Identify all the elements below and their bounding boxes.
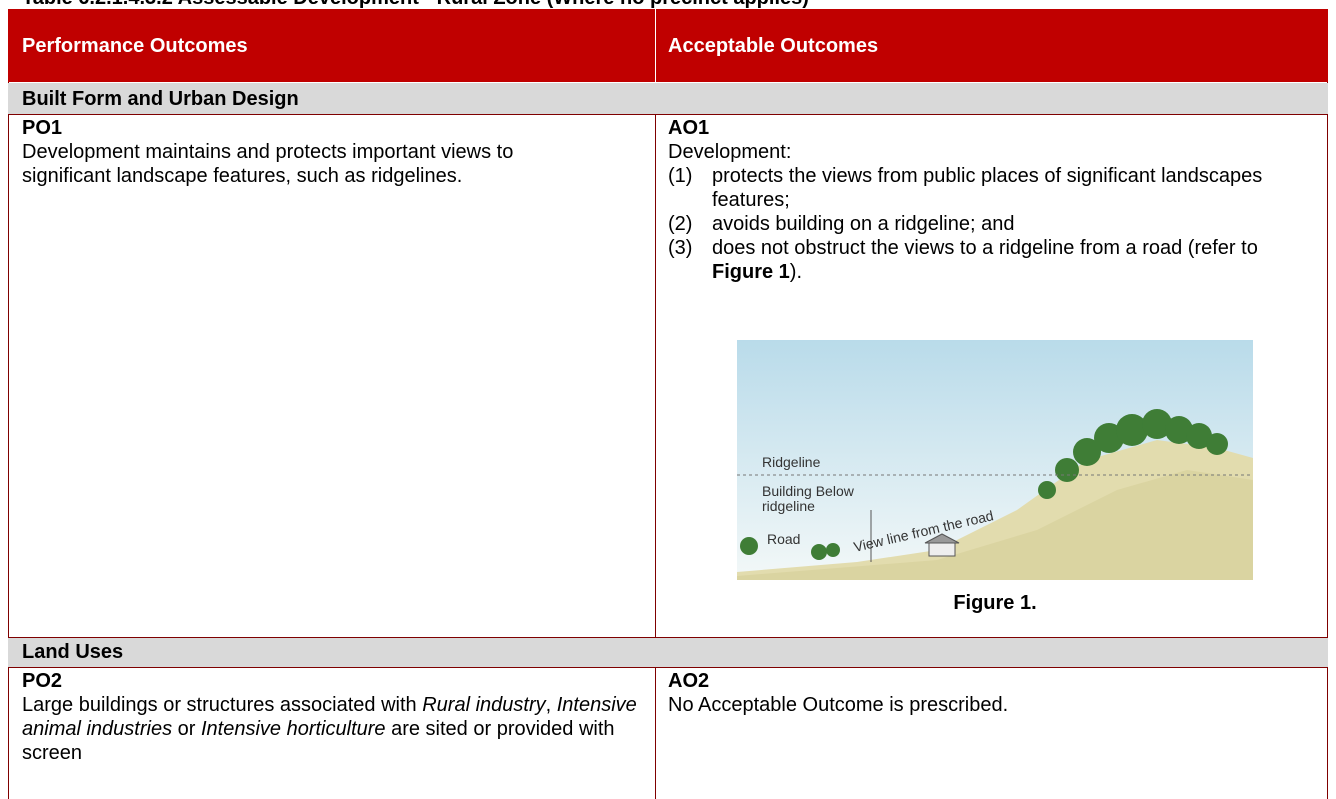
po-cell: PO1 Development maintains and protects i… [22,116,582,188]
text: does not obstruct the views to a ridgeli… [712,237,1258,259]
list-item: (3) does not obstruct the views to a ridg… [668,236,1308,284]
figure-caption: Figure 1. [953,592,1037,614]
border [8,637,1328,638]
ao-cell: AO2 No Acceptable Outcome is prescribed. [668,669,1308,717]
figure-label: Ridgeline [762,454,821,470]
section-row: Built Form and Urban Design [8,83,1328,115]
figure-ref: Figure 1 [712,261,790,283]
item-number: (3) [668,237,693,259]
term: Intensive animal industries [22,694,637,740]
item-text: protects the views from public places of… [712,165,1263,211]
border [1327,82,1328,799]
ao-intro: No Acceptable Outcome is prescribed. [668,694,1009,716]
item-number: (2) [668,213,693,235]
header-row: Performance Outcomes Acceptable Outcomes [8,9,1328,82]
divider [655,115,656,638]
list-item: (2) avoids building on a ridgeline; and [668,212,1308,236]
text: are sited or provided with screen [22,718,615,764]
po-text: Large buildings or structures associated… [22,693,654,765]
po-label: PO2 [22,670,63,692]
figure-image: Ridgeline Building Below ridgeline Road … [737,340,1253,580]
section-heading: Land Uses [22,641,124,663]
po-label: PO1 [22,117,63,139]
border [8,82,9,799]
po-text: Development maintains and protects impor… [22,141,514,187]
divider [655,668,656,799]
term: Rural industry [422,694,546,716]
section-heading: Built Form and Urban Design [22,88,299,110]
item-text: avoids building on a ridgeline; and [712,213,1015,235]
term: Intensive horticulture [200,718,386,740]
text: , [545,694,557,716]
item-text: does not obstruct the views to a ridgeli… [712,236,1308,284]
section-row: Land Uses [8,638,1328,668]
ao-intro: Development: [668,141,792,163]
header-cell: Performance Outcomes [22,35,248,57]
building [928,541,956,557]
ao-cell: AO1 Development: (1) protects the views f… [668,116,1308,284]
table-title: Table 6.2.1.4.3.2 Assessable Development… [22,0,809,10]
text: ). [789,261,803,283]
po-cell: PO2 Large buildings or structures associ… [22,669,654,765]
ao-label: AO1 [668,117,710,139]
list-item: (1) protects the views from public places… [668,164,1308,212]
text: Large buildings or structures associated… [22,694,423,716]
figure-label: Road [767,531,800,547]
header-cell: Acceptable Outcomes [668,35,879,57]
text: or [172,718,201,740]
figure-label: Building Below [762,483,855,499]
figure-label: ridgeline [762,498,815,514]
ao-label: AO2 [668,670,710,692]
item-number: (1) [668,165,693,187]
divider [655,9,656,82]
